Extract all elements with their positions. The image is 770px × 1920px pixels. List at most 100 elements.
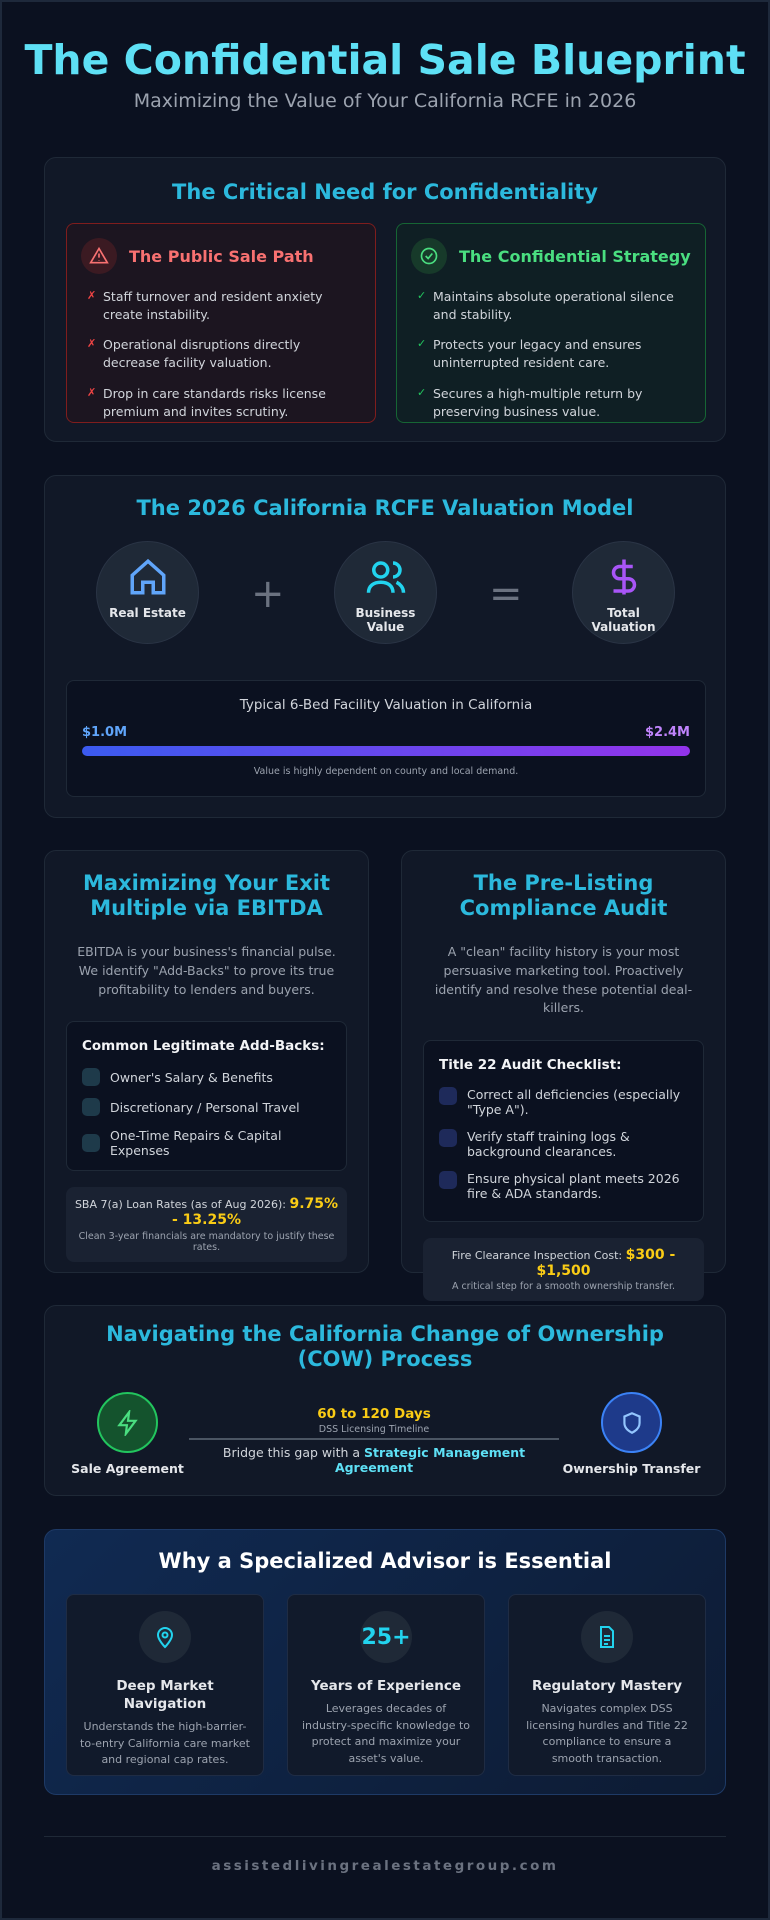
item-icon [439,1129,457,1147]
card-icon [581,1611,633,1663]
section-title: The 2026 California RCFE Valuation Model [136,496,634,520]
item-icon [439,1087,457,1105]
checklist-box: Title 22 Audit Checklist: Correct all de… [423,1040,704,1222]
confidentiality-section: The Critical Need for Confidentiality Th… [44,157,726,442]
container: The Public Sale Path [81,238,375,274]
container: Ensure physical plant meets 2026 fire & … [439,1171,688,1201]
item-icon [82,1098,100,1117]
card-text: Navigates complex DSS licensing hurdles … [526,1702,688,1765]
list-item: Owner's Salary & Benefits [110,1069,273,1085]
intro-text: A "clean" facility history is your most … [434,944,693,1016]
item-icon [82,1068,100,1087]
section-title: Maximizing Your Exit Multiple via EBITDA [82,871,331,921]
list-item: Staff turnover and resident anxiety crea… [87,288,359,324]
equals-sign: = [489,571,523,617]
start-label: Sale Agreement [71,1461,184,1476]
timeline: 60 to 120 Days DSS Licensing Timeline Br… [189,1406,559,1475]
list-item: Secures a high-multiple return by preser… [417,385,689,421]
page-subtitle: Maximizing the Value of Your California … [133,90,637,112]
footer-rule [44,1836,726,1837]
component-label: Real Estate [109,606,186,620]
component: Total Valuation [572,541,675,644]
days-caption: DSS Licensing Timeline [318,1424,430,1435]
end-label: Ownership Transfer [562,1461,701,1476]
range-caption: Typical 6-Bed Facility Valuation in Cali… [239,697,533,713]
range-high: $2.4M [644,725,690,740]
list-item: Verify staff training logs & background … [467,1129,630,1159]
intro-text: EBITDA is your business's financial puls… [77,944,336,997]
container: $1.0M $2.4M [82,725,690,740]
loan-box: SBA 7(a) Loan Rates (as of Aug 2026): 9.… [66,1187,347,1263]
icon [420,247,438,265]
warning-icon [81,238,117,274]
container: Correct all deficiencies (especially "Ty… [439,1087,688,1117]
start-icon [97,1392,158,1453]
footer-url: assistedlivingrealestategroup.com [211,1858,559,1874]
icon [600,1626,614,1648]
card-title: Years of Experience [310,1678,461,1694]
audit-section: The Pre-Listing Compliance Audit A "clea… [401,850,726,1301]
icon [130,558,165,595]
container: Bridge this gap with a Strategic Managem… [189,1445,559,1475]
advisor-section: Why a Specialized Advisor is Essential D… [44,1529,726,1795]
list-item: Operational disruptions directly decreas… [87,336,359,372]
fire-value: $300 - $1,500 [536,1247,676,1279]
range-box: Typical 6-Bed Facility Valuation in Cali… [66,680,706,797]
plus-sign: + [251,571,285,617]
loan-value: 9.75% - 13.25% [172,1196,339,1229]
list-item: Drop in care standards risks license pre… [87,385,359,421]
list-item: Discretionary / Personal Travel [110,1099,300,1115]
icon [622,1411,641,1434]
component: Real Estate [96,541,199,644]
container: Staff turnover and resident anxiety crea… [67,288,375,421]
public-box: The Public Sale Path Staff turnover and … [66,223,376,423]
fire-box: Fire Clearance Inspection Cost: $300 - $… [423,1238,704,1301]
icon [611,559,636,595]
item-icon [439,1171,457,1189]
section-title: Navigating the California Change of Owne… [106,1322,664,1372]
days: 60 to 120 Days [317,1406,431,1422]
advisor-card: 25+ Years of Experience Leverages decade… [287,1594,485,1776]
container: Verify staff training logs & background … [439,1129,688,1159]
card-icon [139,1611,191,1663]
container: The Confidential Strategy [411,238,705,274]
box-title: Common Legitimate Add-Backs: [82,1038,325,1055]
box-title: The Confidential Strategy [459,246,691,266]
container: Owner's Salary & Benefits [82,1068,331,1087]
icon [366,561,405,593]
ebitda-section: Maximizing Your Exit Multiple via EBITDA… [44,850,369,1273]
card-title: Regulatory Mastery [531,1678,683,1694]
loan-label: SBA 7(a) Loan Rates (as of Aug 2026): [74,1198,286,1212]
list-item: One-Time Repairs & Capital Expenses [110,1128,282,1159]
valuation-section: The 2026 California RCFE Valuation Model… [44,475,726,818]
range-low: $1.0M [82,725,128,740]
check-icon [411,238,447,274]
loan-note: Clean 3-year financials are mandatory to… [78,1231,335,1254]
card-text: Understands the high-barrier-to-entry Ca… [80,1720,250,1767]
icon [156,1627,174,1649]
component: Business Value [334,541,437,644]
range-bar [82,746,690,756]
container: One-Time Repairs & Capital Expenses [82,1128,331,1158]
section-title: Why a Specialized Advisor is Essential [158,1549,612,1573]
section-title: The Pre-Listing Compliance Audit [459,871,668,921]
page-title: The Confidential Sale Blueprint [24,36,746,84]
confidential-box: The Confidential Strategy Maintains abso… [396,223,706,423]
section-title: The Critical Need for Confidentiality [172,180,598,204]
end-icon [601,1392,662,1453]
icon [89,246,109,264]
item-icon [82,1134,100,1153]
bridge-link: Strategic Management Agreement [334,1445,526,1475]
list-item: Ensure physical plant meets 2026 fire & … [467,1171,680,1201]
addbacks-box: Common Legitimate Add-Backs: Owner's Sal… [66,1021,347,1172]
advisor-card: Deep Market Navigation Understands the h… [66,1594,264,1776]
container: Discretionary / Personal Travel [82,1098,331,1117]
list-item: Maintains absolute operational silence a… [417,288,689,324]
advisor-card: Regulatory Mastery Navigates complex DSS… [508,1594,706,1776]
list-item: Protects your legacy and ensures uninter… [417,336,689,372]
component-label: Total Valuation [591,606,656,634]
list-item: Correct all deficiencies (especially "Ty… [467,1087,681,1117]
